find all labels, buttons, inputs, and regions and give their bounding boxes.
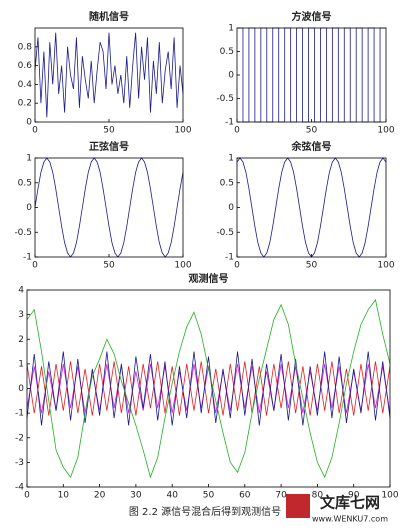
y-tick-label: 0.5 <box>18 178 32 188</box>
y-tick-label: -1 <box>225 118 234 128</box>
x-tick-label: 0 <box>234 261 240 271</box>
signal-line <box>237 27 386 123</box>
y-tick-label: 1 <box>228 24 234 34</box>
plot-title: 正弦信号 <box>89 140 129 153</box>
y-tick-label: 1 <box>26 154 32 164</box>
y-tick-label: 4 <box>18 286 24 296</box>
y-tick-label: 0 <box>26 203 32 213</box>
y-tick-label: -2 <box>15 433 24 443</box>
signal-line <box>26 361 391 416</box>
x-tick-label: 100 <box>381 491 398 501</box>
logo-icon <box>286 494 310 518</box>
logo-url: www.WENKU7.com <box>312 515 388 524</box>
logo: 文库七网 www.WENKU7.com <box>286 494 388 524</box>
caption: 图 2.2 源信号混合后得到观测信号 <box>129 505 281 518</box>
plot-title: 观测信号 <box>189 272 229 285</box>
x-tick-label: 30 <box>130 491 142 501</box>
y-tick-label: -1 <box>23 253 32 263</box>
plot-title: 余弦信号 <box>291 140 332 153</box>
signal-line <box>26 351 391 426</box>
x-tick-label: 0 <box>24 491 30 501</box>
x-tick-label: 20 <box>94 491 106 501</box>
x-tick-label: 0 <box>32 261 38 271</box>
axes-box <box>236 157 387 258</box>
y-tick-label: -0.5 <box>216 94 234 104</box>
y-tick-label: 1 <box>18 359 24 369</box>
x-tick-label: 50 <box>103 126 115 136</box>
y-tick-label: 2 <box>18 335 24 345</box>
x-tick-label: 50 <box>203 491 215 501</box>
logo-name: 文库七网 <box>320 494 380 512</box>
x-tick-label: 0 <box>234 126 240 136</box>
y-tick-label: 0 <box>18 384 24 394</box>
signal-line <box>236 157 387 258</box>
y-tick-label: -1 <box>225 253 234 263</box>
y-tick-label: 0.5 <box>220 178 234 188</box>
x-tick-label: 40 <box>166 491 178 501</box>
y-tick-label: -4 <box>15 483 24 493</box>
x-tick-label: 70 <box>275 491 287 501</box>
x-tick-label: 10 <box>58 491 70 501</box>
axes-box <box>236 27 387 123</box>
y-tick-label: 0.6 <box>18 61 33 71</box>
x-tick-label: 60 <box>239 491 251 501</box>
plot-title: 随机信号 <box>89 10 129 23</box>
y-tick-label: -3 <box>15 458 24 468</box>
y-tick-label: 0.5 <box>220 47 234 57</box>
signal-line <box>26 298 391 479</box>
x-tick-label: 90 <box>348 491 360 501</box>
x-tick-label: 50 <box>103 261 115 271</box>
y-tick-label: 0 <box>228 71 234 81</box>
y-tick-label: 0 <box>26 118 32 128</box>
y-tick-label: 0.4 <box>18 80 33 90</box>
y-tick-label: -0.5 <box>216 228 234 238</box>
y-tick-label: 0.8 <box>18 42 33 52</box>
x-tick-label: 100 <box>377 261 394 271</box>
y-tick-label: 0.2 <box>18 99 32 109</box>
x-tick-label: 100 <box>174 126 191 136</box>
y-tick-label: 0 <box>228 203 234 213</box>
x-tick-label: 0 <box>32 126 38 136</box>
y-tick-label: -1 <box>15 409 24 419</box>
signal-line <box>34 157 184 258</box>
y-tick-label: 3 <box>18 310 24 320</box>
y-tick-label: 1 <box>228 154 234 164</box>
x-tick-label: 100 <box>174 261 191 271</box>
x-tick-label: 80 <box>312 491 324 501</box>
plot-title: 方波信号 <box>292 10 332 23</box>
x-tick-label: 100 <box>377 126 394 136</box>
y-tick-label: -0.5 <box>14 228 32 238</box>
x-tick-label: 50 <box>306 126 318 136</box>
x-tick-label: 50 <box>306 261 318 271</box>
signal-line <box>34 32 184 118</box>
axes-box <box>34 157 184 258</box>
